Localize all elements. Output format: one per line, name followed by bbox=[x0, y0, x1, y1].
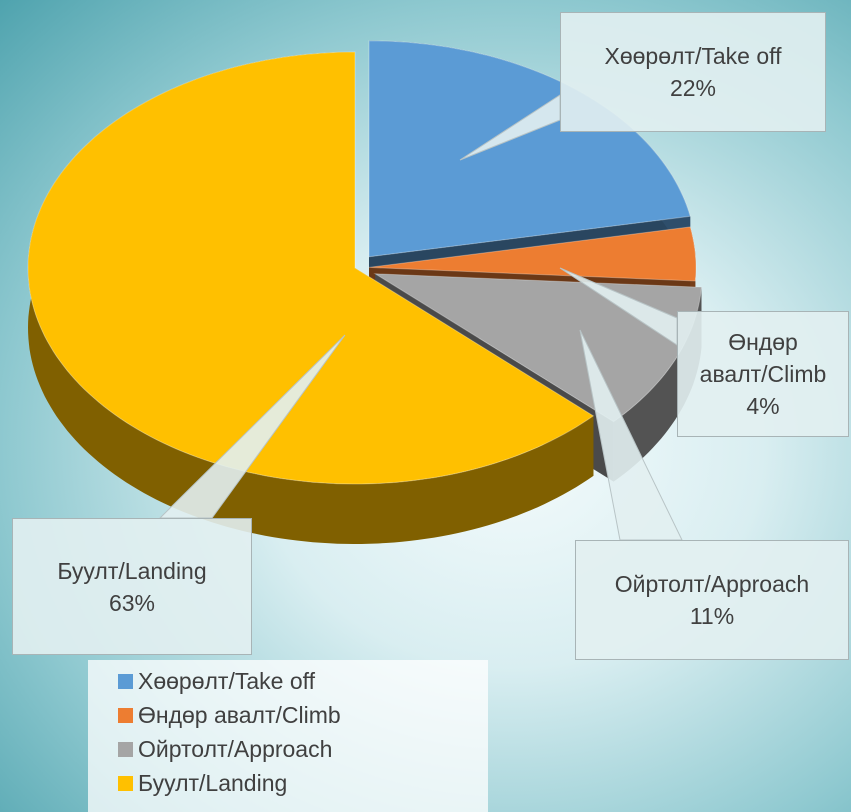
data-label-name: Хөөрөлт/Take off bbox=[604, 43, 782, 69]
data-label-value: 11% bbox=[689, 603, 735, 629]
slice-side bbox=[28, 52, 594, 544]
data-label-name: Өндөр авалт/Climb bbox=[699, 329, 827, 387]
data-label-name: Ойртолт/Approach bbox=[614, 571, 810, 597]
legend-item: Өндөр авалт/Climb bbox=[118, 702, 341, 729]
data-label: Хөөрөлт/Take off 22% bbox=[560, 12, 826, 132]
legend-label: Хөөрөлт/Take off bbox=[138, 668, 315, 694]
legend-swatch bbox=[118, 708, 133, 723]
data-label-value: 63% bbox=[108, 589, 156, 616]
legend-label: Өндөр авалт/Climb bbox=[138, 702, 341, 728]
legend-swatch bbox=[118, 674, 133, 689]
data-label: Ойртолт/Approach 11% bbox=[575, 540, 849, 660]
legend-item: Хөөрөлт/Take off bbox=[118, 668, 315, 695]
data-label: Буулт/Landing 63% bbox=[12, 518, 252, 655]
legend-swatch bbox=[118, 742, 133, 757]
slice bbox=[373, 273, 703, 423]
slice bbox=[27, 51, 595, 485]
legend: Хөөрөлт/Take off Өндөр авалт/Climb Ойртолт… bbox=[88, 660, 488, 812]
legend-item: Ойртолт/Approach bbox=[118, 736, 332, 763]
legend-item: Буулт/Landing bbox=[118, 770, 287, 797]
data-label-value: 4% bbox=[746, 393, 780, 419]
data-label-name: Буулт/Landing bbox=[57, 557, 207, 584]
legend-label: Буулт/Landing bbox=[138, 770, 288, 796]
slice-side bbox=[613, 287, 702, 482]
slice bbox=[368, 226, 697, 282]
legend-swatch bbox=[118, 776, 133, 791]
legend-label: Ойртолт/Approach bbox=[138, 736, 333, 762]
data-label-value: 22% bbox=[669, 75, 717, 101]
data-label: Өндөр авалт/Climb 4% bbox=[677, 311, 849, 437]
